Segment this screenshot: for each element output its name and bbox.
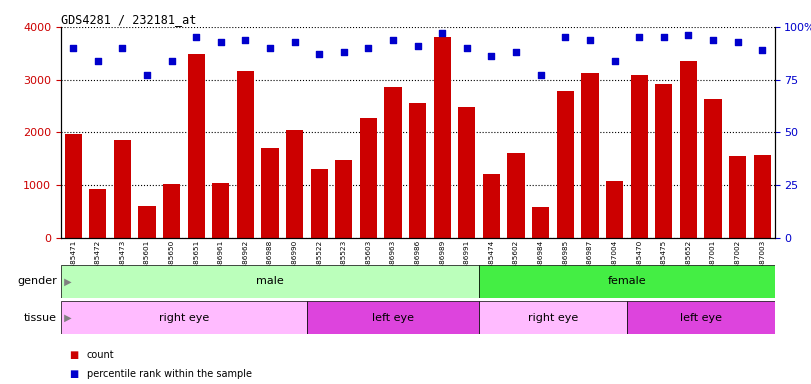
Bar [237,71,254,238]
Point [387,36,400,43]
Bar [680,61,697,238]
Text: gender: gender [17,276,57,286]
Point [116,45,129,51]
Point [214,39,227,45]
Bar [89,189,106,238]
Bar [479,265,775,298]
Point [436,30,448,36]
Text: left eye: left eye [680,313,722,323]
Bar [479,301,627,334]
Point [140,73,153,79]
Text: ▶: ▶ [61,276,71,286]
Text: female: female [607,276,646,286]
Text: ▶: ▶ [61,313,71,323]
Point [559,34,572,40]
Bar [508,152,525,238]
Bar [705,99,722,238]
Text: tissue: tissue [24,313,57,323]
Point [682,32,695,38]
Text: left eye: left eye [372,313,414,323]
Point [731,39,744,45]
Bar [307,301,479,334]
Bar [630,76,648,238]
Bar [114,141,131,238]
Point [264,45,277,51]
Point [288,39,301,45]
Point [583,36,596,43]
Point [362,45,375,51]
Bar [61,265,479,298]
Text: percentile rank within the sample: percentile rank within the sample [87,369,251,379]
Text: right eye: right eye [528,313,578,323]
Bar [65,134,82,238]
Point [657,34,670,40]
Point [411,43,424,49]
Bar [532,207,549,238]
Point [485,53,498,60]
Bar [627,301,775,334]
Point [633,34,646,40]
Point [67,45,79,51]
Bar [434,37,451,238]
Bar [606,181,623,238]
Bar [163,184,180,238]
Bar [729,156,746,238]
Bar [261,148,279,238]
Point [461,45,474,51]
Bar [655,84,672,238]
Point [239,36,252,43]
Bar [61,301,307,334]
Text: right eye: right eye [159,313,209,323]
Bar [384,86,401,238]
Bar [458,107,475,238]
Bar [753,155,770,238]
Point [313,51,326,58]
Bar [286,131,303,238]
Point [190,34,203,40]
Point [534,73,547,79]
Text: count: count [87,350,114,360]
Text: ■: ■ [69,369,78,379]
Point [92,58,105,64]
Text: male: male [256,276,284,286]
Bar [187,55,205,238]
Bar [139,207,156,238]
Text: GDS4281 / 232181_at: GDS4281 / 232181_at [61,13,196,26]
Point [165,58,178,64]
Point [608,58,621,64]
Bar [212,183,230,238]
Bar [409,103,427,238]
Bar [335,161,353,238]
Bar [311,169,328,238]
Point [509,49,522,55]
Bar [581,73,599,238]
Bar [483,174,500,238]
Point [756,47,769,53]
Point [706,36,719,43]
Bar [360,118,377,238]
Text: ■: ■ [69,350,78,360]
Bar [556,91,574,238]
Point [337,49,350,55]
